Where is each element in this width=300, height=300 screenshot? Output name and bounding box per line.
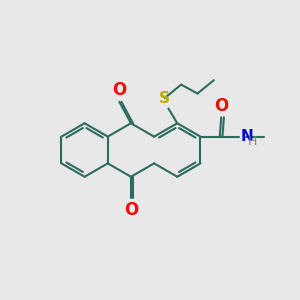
Text: O: O xyxy=(112,82,127,100)
Text: H: H xyxy=(248,136,257,148)
Text: O: O xyxy=(214,97,228,115)
Text: N: N xyxy=(241,129,253,144)
Text: O: O xyxy=(124,200,138,218)
Text: S: S xyxy=(159,91,170,106)
